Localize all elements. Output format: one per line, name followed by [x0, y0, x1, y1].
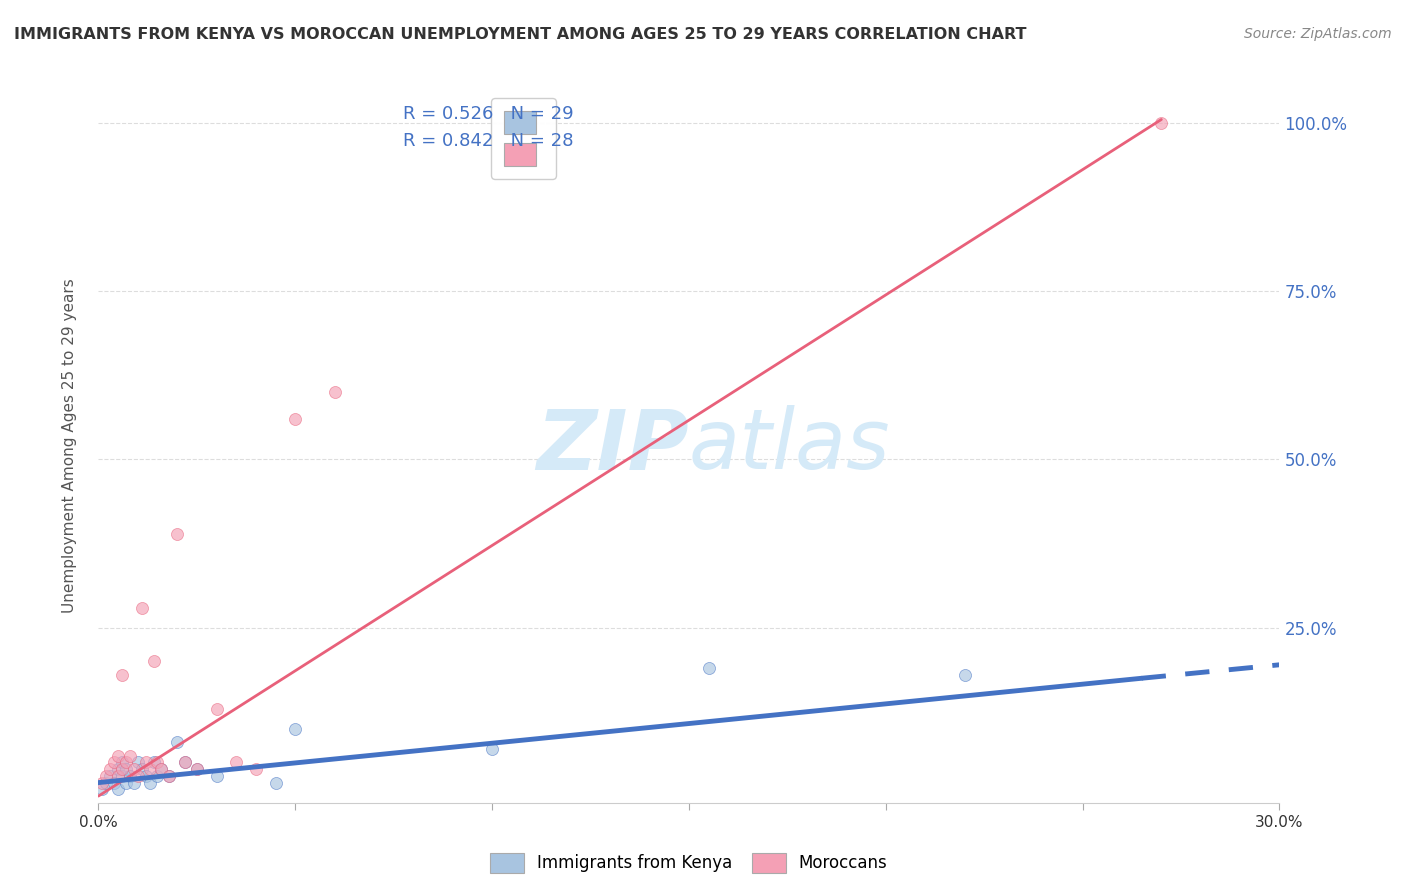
Point: [284, 722, 307, 736]
Point: [98, 762, 121, 776]
Point: [98, 769, 121, 783]
Point: [115, 762, 138, 776]
Point: [115, 775, 138, 789]
Point: [118, 748, 141, 763]
Point: [118, 769, 141, 783]
Point: [107, 762, 129, 776]
Point: [111, 668, 134, 682]
Point: [174, 756, 197, 770]
Y-axis label: Unemployment Among Ages 25 to 29 years: Unemployment Among Ages 25 to 29 years: [62, 278, 77, 614]
Point: [107, 782, 129, 797]
Point: [107, 748, 129, 763]
Point: [1150, 116, 1173, 130]
Text: ZIP: ZIP: [536, 406, 689, 486]
Point: [697, 661, 720, 675]
Point: [122, 762, 145, 776]
Point: [135, 756, 157, 770]
Point: [323, 385, 346, 400]
Point: [146, 756, 169, 770]
Text: R = 0.526   N = 29: R = 0.526 N = 29: [404, 105, 574, 123]
Point: [146, 769, 169, 783]
Point: [157, 769, 180, 783]
Point: [138, 762, 160, 776]
Point: [135, 769, 157, 783]
Point: [166, 735, 188, 749]
Point: [107, 769, 129, 783]
Point: [150, 762, 173, 776]
Point: [142, 756, 165, 770]
Point: [953, 668, 976, 682]
Point: [103, 756, 125, 770]
Point: [131, 762, 153, 776]
Point: [186, 762, 208, 776]
Point: [138, 775, 160, 789]
Point: [186, 762, 208, 776]
Point: [150, 762, 173, 776]
Text: atlas: atlas: [689, 406, 890, 486]
Point: [481, 742, 503, 756]
Text: R = 0.842   N = 28: R = 0.842 N = 28: [404, 132, 574, 150]
Text: IMMIGRANTS FROM KENYA VS MOROCCAN UNEMPLOYMENT AMONG AGES 25 TO 29 YEARS CORRELA: IMMIGRANTS FROM KENYA VS MOROCCAN UNEMPL…: [14, 27, 1026, 42]
Legend: , : ,: [491, 98, 557, 179]
Point: [111, 769, 134, 783]
Point: [174, 756, 197, 770]
Point: [111, 762, 134, 776]
Point: [264, 775, 287, 789]
Point: [166, 526, 188, 541]
Point: [91, 775, 114, 789]
Point: [225, 756, 247, 770]
Point: [96, 775, 118, 789]
Point: [157, 769, 180, 783]
Point: [91, 782, 114, 797]
Point: [127, 756, 149, 770]
Point: [122, 775, 145, 789]
Point: [205, 701, 228, 715]
Point: [142, 655, 165, 669]
Point: [205, 769, 228, 783]
Point: [111, 756, 134, 770]
Point: [103, 775, 125, 789]
Point: [115, 756, 138, 770]
Point: [284, 412, 307, 426]
Text: Source: ZipAtlas.com: Source: ZipAtlas.com: [1244, 27, 1392, 41]
Point: [96, 769, 118, 783]
Legend: Immigrants from Kenya, Moroccans: Immigrants from Kenya, Moroccans: [484, 847, 894, 880]
Point: [127, 769, 149, 783]
Point: [245, 762, 267, 776]
Point: [131, 600, 153, 615]
